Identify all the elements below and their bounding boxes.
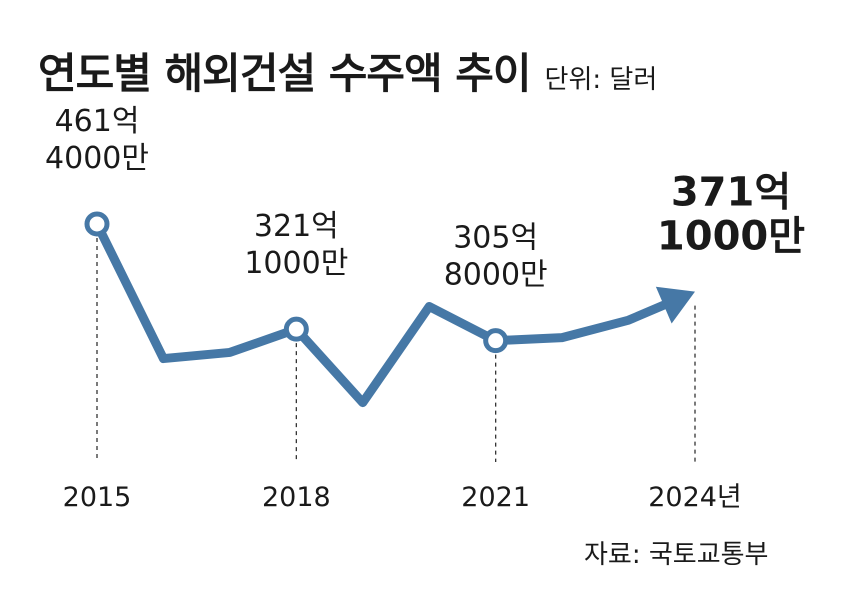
data-label-2018: 321억 — [254, 209, 339, 244]
data-point-2015 — [84, 211, 110, 237]
series-arrowhead — [655, 286, 695, 324]
data-label-2015: 461억 — [55, 104, 140, 139]
data-point-2021 — [483, 328, 509, 354]
x-tick-label: 2015 — [63, 482, 132, 513]
data-point-2018 — [283, 316, 309, 342]
x-tick-label: 2018 — [262, 482, 331, 513]
data-label-2024: 371억 — [671, 170, 791, 216]
data-label-2015: 4000만 — [45, 141, 149, 176]
x-tick-label: 2021 — [461, 482, 530, 513]
source-label: 자료: 국토교통부 — [584, 540, 769, 570]
data-label-2021: 8000만 — [444, 258, 548, 293]
data-label-2024: 1000만 — [657, 214, 805, 260]
chart-title: 연도별 해외건설 수주액 추이 — [38, 49, 532, 98]
series-line — [92, 219, 669, 408]
title-row: 연도별 해외건설 수주액 추이 단위: 달러 — [38, 40, 657, 101]
data-label-2018: 1000만 — [244, 246, 348, 281]
data-label-2021: 305억 — [453, 221, 538, 256]
x-tick-label: 2024년 — [648, 482, 742, 513]
unit-label: 단위: 달러 — [544, 65, 658, 95]
